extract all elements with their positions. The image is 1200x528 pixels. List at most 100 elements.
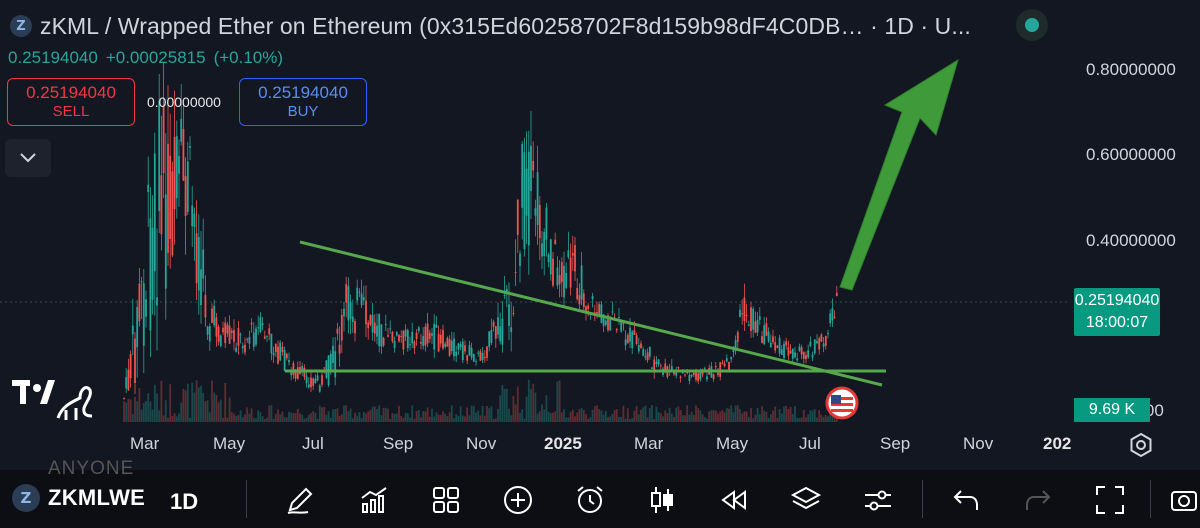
x-axis-label: Mar	[634, 434, 664, 453]
candle	[712, 374, 715, 379]
redo-icon[interactable]	[1022, 484, 1054, 516]
candle	[688, 375, 691, 382]
candle	[552, 258, 554, 286]
volume-bar	[393, 414, 396, 422]
draw-pencil-icon[interactable]	[284, 484, 316, 516]
volume-bar	[219, 399, 222, 422]
volume-bar	[252, 417, 255, 422]
volume-bar	[785, 405, 788, 422]
volume-bar	[193, 392, 196, 422]
candle	[785, 341, 788, 346]
candle	[153, 153, 156, 272]
undo-icon[interactable]	[950, 484, 982, 516]
candle	[769, 342, 772, 348]
add-icon[interactable]	[502, 484, 534, 516]
volume-bar	[406, 413, 409, 422]
volume-bar	[688, 414, 691, 422]
candle	[822, 343, 825, 347]
candle	[288, 359, 290, 363]
chart-title[interactable]: zKML / Wrapped Ether on Ethereum (0x315E…	[40, 12, 971, 39]
candle	[532, 160, 535, 171]
candle	[684, 374, 686, 376]
candle	[345, 284, 348, 303]
volume-bar	[380, 415, 383, 422]
candle	[217, 326, 220, 342]
volume-bar	[811, 410, 814, 422]
live-status-icon[interactable]	[1016, 9, 1048, 41]
volume-bar	[582, 410, 585, 422]
candle	[437, 333, 440, 352]
volume-bar	[741, 413, 744, 422]
volume-bar	[488, 408, 491, 422]
volume-bar	[450, 405, 453, 422]
candle	[448, 339, 451, 356]
volume-bar	[244, 414, 246, 422]
sliders-icon[interactable]	[862, 484, 894, 516]
candle	[336, 328, 339, 334]
spread-value: 0.00000000	[147, 94, 221, 110]
volume-bar	[516, 386, 519, 422]
candle	[248, 337, 251, 344]
symbol-selector[interactable]: Z ZKMLWE	[12, 484, 145, 512]
volume-bar	[631, 418, 634, 422]
us-economic-event-icon[interactable]	[824, 386, 862, 420]
candlestick-chart[interactable]	[0, 0, 1200, 464]
candle	[464, 345, 466, 352]
candle	[356, 287, 359, 301]
volume-bar	[257, 410, 260, 422]
candle	[745, 314, 748, 316]
volume-bar	[494, 418, 497, 422]
volume-bar	[492, 418, 495, 422]
candle	[538, 204, 541, 239]
alarm-clock-icon[interactable]	[574, 484, 606, 516]
collapse-button[interactable]	[5, 139, 51, 177]
volume-bar	[301, 414, 304, 422]
indicators-icon[interactable]	[358, 484, 390, 516]
candle	[481, 352, 484, 360]
candle	[290, 370, 293, 376]
descending-trendline	[299, 240, 883, 387]
volume-bar	[171, 415, 174, 422]
price-tag-value: 0.25194040	[1074, 292, 1160, 309]
buy-button[interactable]: 0.25194040 BUY	[239, 78, 367, 126]
candle	[281, 346, 284, 352]
candle	[237, 328, 240, 346]
volume-bar	[164, 400, 167, 422]
candle	[706, 376, 708, 380]
candle	[395, 332, 398, 336]
volume-bar	[774, 406, 777, 422]
candle	[145, 299, 147, 317]
candle	[180, 118, 183, 142]
camera-icon[interactable]	[1168, 484, 1200, 516]
volume-bar	[125, 402, 128, 422]
layout-grid-icon[interactable]	[430, 484, 462, 516]
layers-icon[interactable]	[790, 484, 822, 516]
chart-area[interactable]	[0, 0, 1200, 464]
token-logo-icon: Z	[10, 15, 32, 37]
volume-bar	[813, 409, 816, 422]
candle	[629, 327, 631, 342]
volume-bar	[637, 414, 640, 422]
candle	[178, 156, 180, 174]
candle	[549, 239, 552, 275]
candle	[435, 324, 438, 328]
candle	[426, 323, 429, 344]
settings-icon[interactable]	[1128, 432, 1154, 458]
volume-bar	[211, 380, 213, 422]
candle	[246, 339, 249, 341]
volume-bar	[714, 410, 717, 422]
candle	[827, 333, 829, 335]
candle	[158, 100, 161, 211]
candle	[193, 213, 196, 227]
candle	[567, 250, 570, 258]
fullscreen-icon[interactable]	[1094, 484, 1126, 516]
candle	[461, 341, 464, 361]
sell-button[interactable]: 0.25194040 SELL	[7, 78, 135, 126]
candle	[699, 370, 702, 380]
candles-icon[interactable]	[646, 484, 678, 516]
replay-icon[interactable]	[718, 484, 750, 516]
candle	[404, 329, 407, 337]
volume-bar	[565, 417, 568, 422]
timeframe-button[interactable]: 1D	[170, 489, 199, 514]
volume-bar	[283, 416, 286, 422]
